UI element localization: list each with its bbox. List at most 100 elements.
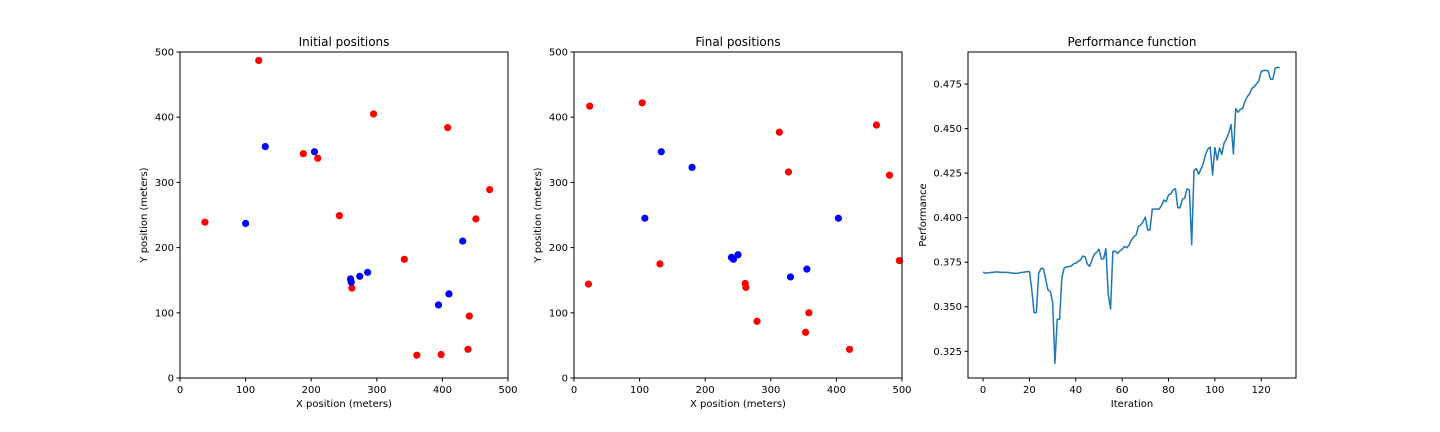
scatter-point	[734, 251, 742, 259]
scatter-point	[688, 163, 696, 172]
scatter-point	[369, 110, 378, 118]
chart-marks	[982, 66, 1280, 364]
scatter-point	[872, 121, 881, 129]
scatter-point	[803, 265, 811, 273]
chart-title: Initial positions	[299, 35, 390, 49]
y-tick-label: 0.400	[933, 213, 962, 224]
performance-chart: Performance function 0 20 40 60 80 100 120 0.3…	[918, 35, 1297, 410]
scatter-point	[335, 212, 344, 220]
x-axis-ticks: 0 20 40 60 80 100 120	[980, 378, 1271, 396]
x-tick-label: 100	[236, 385, 255, 396]
y-tick-label: 200	[549, 243, 568, 254]
x-tick-label: 500	[498, 385, 517, 396]
scatter-point	[801, 328, 810, 336]
x-axis-label: Iteration	[1111, 399, 1153, 410]
scatter-point	[472, 215, 480, 223]
initial-positions-chart: Initial positions 0 100 200 300 400 500 0 100 2…	[139, 35, 518, 410]
scatter-point	[729, 255, 738, 263]
x-tick-label: 120	[1252, 385, 1271, 396]
x-tick-label: 100	[1205, 385, 1224, 396]
x-tick-label: 500	[892, 385, 911, 396]
scatter-point	[641, 214, 649, 222]
y-tick-label: 0	[562, 374, 568, 385]
y-tick-label: 200	[155, 243, 174, 254]
final-positions-chart: Final positions 0 100 200 300 400 500 0 100 200…	[533, 35, 912, 410]
x-tick-label: 200	[302, 385, 321, 396]
scatter-point	[784, 168, 793, 176]
y-tick-label: 500	[549, 48, 568, 59]
y-tick-label: 100	[549, 308, 568, 319]
x-tick-label: 0	[980, 385, 986, 396]
scatter-point	[347, 278, 355, 286]
scatter-point	[348, 284, 356, 292]
scatter-point	[314, 154, 322, 162]
scatter-point	[445, 290, 453, 298]
x-tick-label: 0	[177, 385, 183, 396]
x-axis-label: X position (meters)	[296, 399, 392, 410]
scatter-point	[201, 218, 209, 226]
scatter-point	[786, 273, 795, 281]
y-tick-label: 100	[155, 308, 174, 319]
scatter-point	[465, 312, 473, 320]
y-tick-label: 400	[549, 113, 568, 124]
y-axis-label: Y position (meters)	[139, 167, 150, 263]
chart-marks	[201, 56, 494, 359]
chart-title: Final positions	[695, 35, 780, 49]
x-tick-label: 300	[761, 385, 780, 396]
y-tick-label: 400	[155, 113, 174, 124]
scatter-point	[413, 351, 421, 359]
scatter-point	[261, 142, 269, 151]
y-axis-ticks: 0.325 0.350 0.375 0.400 0.425 0.450 0.475	[933, 80, 968, 358]
chart-title: Performance function	[1068, 35, 1197, 49]
plot-frame	[573, 51, 903, 379]
scatter-point	[459, 237, 467, 245]
y-tick-label: 0.325	[933, 347, 962, 358]
scatter-point	[255, 56, 263, 65]
scatter-point	[742, 283, 750, 291]
y-tick-label: 0.475	[933, 80, 962, 91]
x-tick-label: 200	[696, 385, 715, 396]
x-axis-label: X position (meters)	[690, 399, 786, 410]
y-tick-label: 300	[155, 178, 174, 189]
y-axis-label: Y position (meters)	[533, 167, 544, 263]
scatter-point	[310, 148, 319, 156]
scatter-point	[464, 345, 472, 353]
y-axis-ticks: 0 100 200 300 400 500	[549, 48, 574, 385]
scatter-point	[437, 350, 445, 359]
plot-frame	[967, 51, 1297, 379]
scatter-point	[299, 150, 307, 158]
scatter-point	[242, 219, 250, 228]
x-tick-label: 400	[827, 385, 846, 396]
scatter-point	[805, 309, 813, 317]
x-tick-label: 300	[367, 385, 386, 396]
y-tick-label: 0.350	[933, 302, 962, 313]
y-tick-label: 0.450	[933, 124, 962, 135]
x-axis-ticks: 0 100 200 300 400 500	[177, 378, 518, 396]
plot-frame	[179, 51, 509, 379]
x-tick-label: 20	[1023, 385, 1036, 396]
x-tick-label: 80	[1162, 385, 1175, 396]
y-axis-ticks: 0 100 200 300 400 500	[155, 48, 180, 385]
scatter-point	[364, 268, 372, 276]
scatter-point	[444, 124, 452, 132]
scatter-point	[356, 272, 364, 280]
y-tick-label: 0	[168, 374, 174, 385]
scatter-point	[586, 102, 594, 110]
scatter-point	[638, 99, 646, 107]
y-axis-label: Performance	[918, 183, 929, 246]
y-tick-label: 0.375	[933, 258, 962, 269]
scatter-point	[775, 128, 783, 136]
scatter-point	[834, 214, 842, 222]
scatter-point	[400, 255, 408, 263]
x-tick-label: 60	[1116, 385, 1129, 396]
scatter-point	[657, 148, 665, 156]
x-tick-label: 400	[433, 385, 452, 396]
x-tick-label: 100	[630, 385, 649, 396]
scatter-point	[486, 185, 494, 194]
scatter-point	[434, 301, 443, 309]
x-tick-label: 40	[1069, 385, 1082, 396]
y-tick-label: 300	[549, 178, 568, 189]
performance-line	[982, 66, 1280, 364]
